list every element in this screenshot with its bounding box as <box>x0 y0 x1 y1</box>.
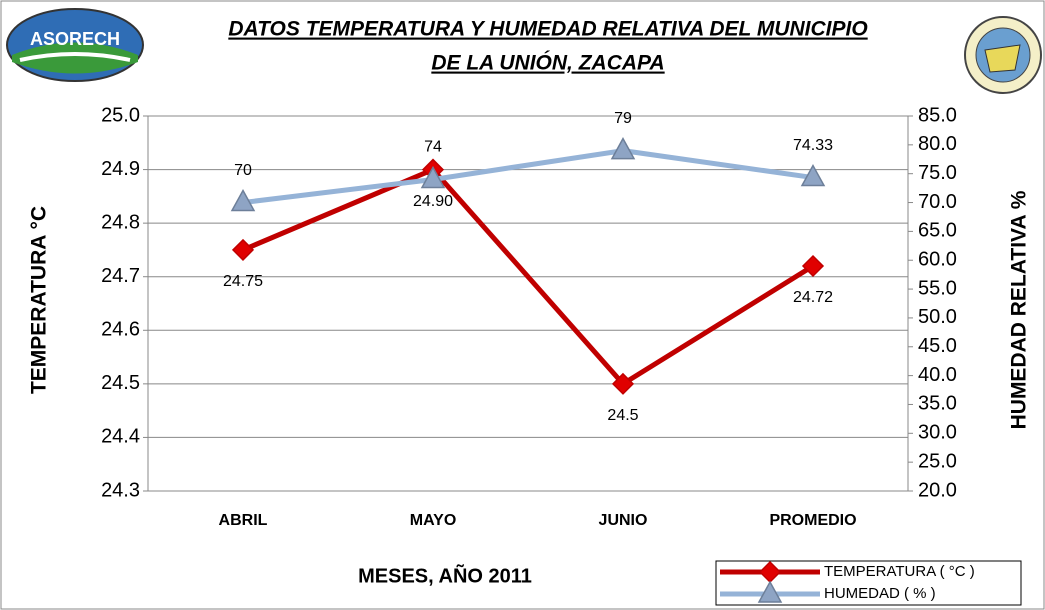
chart-title: DATOS TEMPERATURA Y HUMEDAD RELATIVA DEL… <box>228 18 867 41</box>
y-tick-label: 24.6 <box>101 319 140 341</box>
series-line <box>242 166 815 388</box>
data-label: 70 <box>234 162 252 179</box>
y2-tick-label: 75.0 <box>918 162 957 184</box>
y-tick-label: 24.5 <box>101 372 140 394</box>
legend-label: TEMPERATURA ( °C ) <box>824 563 975 580</box>
y-tick-label: 24.3 <box>101 479 140 501</box>
marker <box>757 580 783 603</box>
y-tick-label: 24.7 <box>101 265 140 287</box>
series-line <box>242 148 814 206</box>
y-tick-label: 24.8 <box>101 211 140 233</box>
y-axis-label: TEMPERATURA °C <box>28 206 51 394</box>
left-logo: ASORECH <box>6 8 144 82</box>
y2-axis-label: HUMEDAD RELATIVA % <box>1008 190 1031 429</box>
x-tick-label: ABRIL <box>219 512 268 529</box>
marker <box>611 372 635 395</box>
marker <box>230 188 256 212</box>
y2-tick-label: 60.0 <box>918 249 957 271</box>
x-tick-label: PROMEDIO <box>769 512 856 529</box>
marker <box>231 238 255 261</box>
y2-tick-label: 25.0 <box>918 450 957 472</box>
marker <box>800 164 826 187</box>
y2-tick-label: 70.0 <box>918 191 957 213</box>
y2-tick-label: 85.0 <box>918 104 957 126</box>
y2-tick-label: 55.0 <box>918 277 957 299</box>
y2-tick-label: 50.0 <box>918 306 957 328</box>
x-tick-label: JUNIO <box>599 512 648 529</box>
data-label: 74 <box>424 139 442 156</box>
data-label: 24.90 <box>413 193 453 210</box>
marker <box>610 137 636 160</box>
logo-text: ASORECH <box>30 29 120 49</box>
marker <box>801 254 825 278</box>
y2-tick-label: 45.0 <box>918 335 957 357</box>
data-label: 24.5 <box>607 407 638 424</box>
y-tick-label: 24.4 <box>101 426 140 448</box>
x-tick-label: MAYO <box>410 512 457 529</box>
legend-label: HUMEDAD ( % ) <box>824 585 936 602</box>
y-tick-label: 24.9 <box>101 158 140 180</box>
data-label: 79 <box>614 110 632 127</box>
chart-title: DE LA UNIÓN, ZACAPA <box>431 51 664 75</box>
data-label: 74.33 <box>793 137 833 154</box>
y2-tick-label: 30.0 <box>918 422 957 444</box>
y-tick-label: 25.0 <box>101 104 140 126</box>
marker <box>420 165 446 189</box>
y2-tick-label: 65.0 <box>918 220 957 242</box>
y2-tick-label: 20.0 <box>918 479 957 501</box>
x-axis-label: MESES, AÑO 2011 <box>358 564 532 587</box>
data-label: 24.75 <box>223 273 263 290</box>
data-label: 24.72 <box>793 289 833 306</box>
y2-tick-label: 40.0 <box>918 364 957 386</box>
y2-tick-label: 80.0 <box>918 133 957 155</box>
right-logo <box>964 16 1042 94</box>
y2-tick-label: 35.0 <box>918 393 957 415</box>
